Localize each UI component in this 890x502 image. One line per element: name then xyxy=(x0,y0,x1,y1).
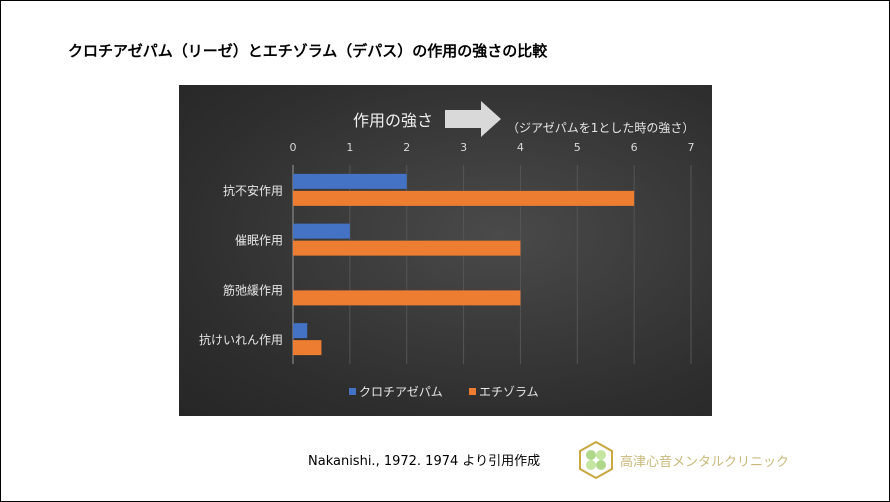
clover-hexagon-icon xyxy=(579,440,613,480)
legend-label: エチゾラム xyxy=(479,385,539,399)
x-tick-label: 5 xyxy=(574,141,581,154)
category-label: 催眠作用 xyxy=(235,234,283,248)
clinic-logo: 高津心音メンタルクリニック xyxy=(578,440,789,480)
bar-clotiazepam xyxy=(293,323,308,339)
category-label: 筋弛緩作用 xyxy=(223,282,283,297)
bar-clotiazepam xyxy=(293,173,407,189)
x-tick-label: 0 xyxy=(290,141,297,154)
logo-text: 高津心音メンタルクリニック xyxy=(620,454,790,470)
x-tick-label: 7 xyxy=(688,141,695,154)
legend-swatch xyxy=(469,388,476,395)
x-tick-label: 3 xyxy=(460,141,467,154)
x-tick-label: 2 xyxy=(403,141,410,154)
x-tick-label: 4 xyxy=(517,141,524,154)
chart-area: 作用の強さ （ジアゼパムを1とした時の強さ） 0 1 2 3 4 5 6 7 抗不安作用催眠作用… xyxy=(179,85,712,416)
legend-swatch xyxy=(349,388,356,395)
x-tick-label: 6 xyxy=(631,141,638,154)
bar-etizolam xyxy=(293,240,521,256)
bar-etizolam xyxy=(293,290,521,306)
bar-etizolam xyxy=(293,340,322,356)
bar-etizolam xyxy=(293,190,635,206)
chart-note: （ジアゼパムを1とした時の強さ） xyxy=(507,121,695,135)
category-label: 抗けいれん作用 xyxy=(199,332,283,347)
right-arrow-icon xyxy=(445,101,501,137)
strength-label: 作用の強さ xyxy=(353,111,434,130)
slide-title: クロチアゼパム（リーゼ）とエチゾラム（デパス）の作用の強さの比較 xyxy=(68,42,548,60)
legend-label: クロチアゼパム xyxy=(359,385,443,399)
category-label: 抗不安作用 xyxy=(223,183,283,198)
source-citation: Nakanishi., 1972. 1974 より引用作成 xyxy=(308,454,541,469)
bar-clotiazepam xyxy=(293,223,350,239)
x-tick-label: 1 xyxy=(346,141,353,154)
